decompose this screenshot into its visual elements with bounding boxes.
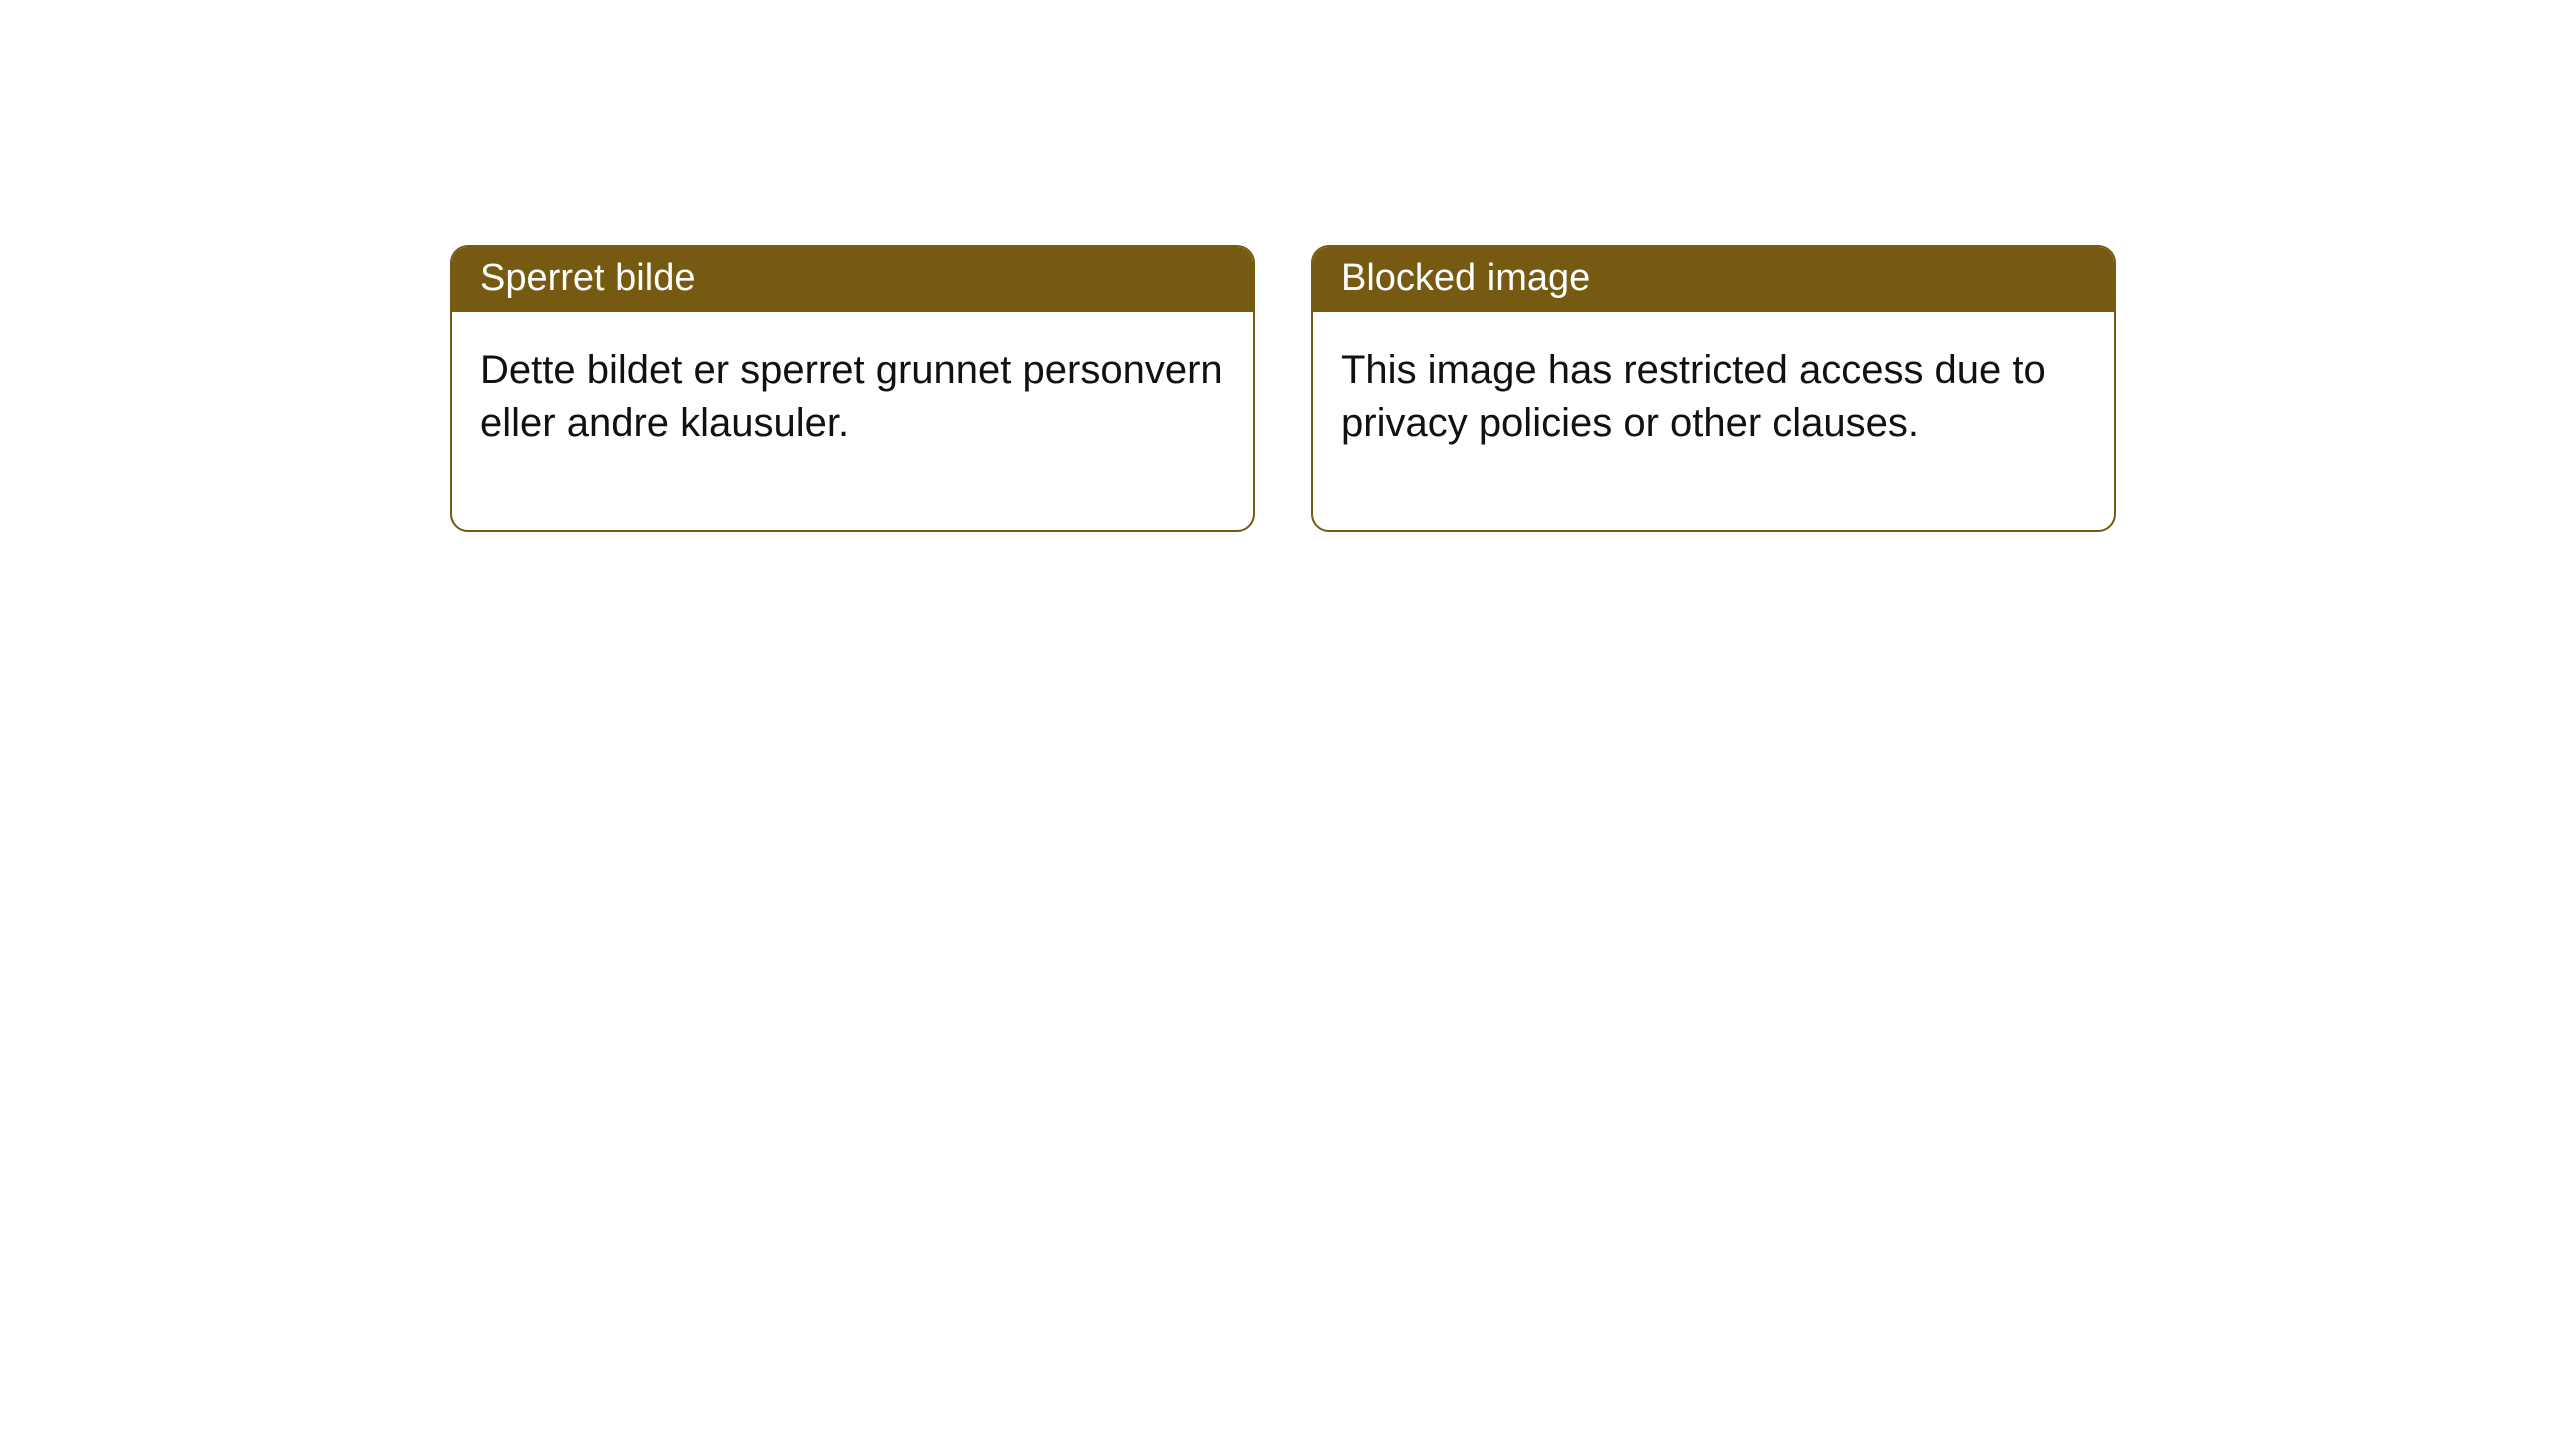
card-title: Sperret bilde [480, 257, 695, 299]
card-header: Blocked image [1313, 247, 2114, 312]
card-row: Sperret bilde Dette bildet er sperret gr… [0, 0, 2560, 532]
card-body-text: Dette bildet er sperret grunnet personve… [480, 348, 1223, 445]
card-body-text: This image has restricted access due to … [1341, 348, 2046, 445]
card-body: This image has restricted access due to … [1313, 312, 2114, 530]
blocked-image-card-no: Sperret bilde Dette bildet er sperret gr… [450, 245, 1255, 532]
card-title: Blocked image [1341, 257, 1590, 299]
card-header: Sperret bilde [452, 247, 1253, 312]
blocked-image-card-en: Blocked image This image has restricted … [1311, 245, 2116, 532]
card-body: Dette bildet er sperret grunnet personve… [452, 312, 1253, 530]
